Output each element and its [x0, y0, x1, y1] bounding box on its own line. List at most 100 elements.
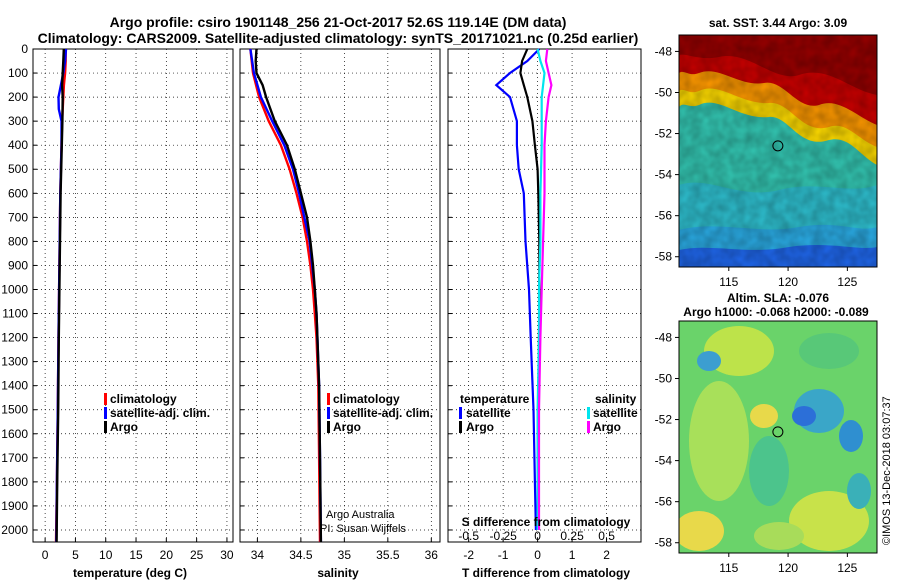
depth-tick-label: 700: [8, 210, 28, 224]
temperature-x-ticks: 0 5 10 15 20 25 30: [33, 48, 234, 562]
x-tick-label: 20: [160, 548, 174, 562]
map-y-tick-label: -56: [655, 209, 673, 223]
map-y-tick-label: -58: [655, 250, 673, 264]
legend-label: Argo: [466, 420, 494, 434]
legend-label: satellite: [593, 406, 638, 420]
depth-tick-label: 200: [8, 90, 28, 104]
x-tick-label: 34: [251, 548, 265, 562]
map-y-tick-label: -56: [655, 495, 673, 509]
depth-tick-label: 1300: [1, 355, 28, 369]
difference-panel: -2 -1 0 1 2 -0.5 -0.25 0 0.25 0.5 T difference f…: [447, 48, 642, 580]
depth-tick-label: 1600: [1, 427, 28, 441]
sla-map-subtitle: Argo h1000: -0.068 h2000: -0.089: [683, 305, 869, 319]
x-tick-label: -1: [498, 548, 509, 562]
difference-series-temperature-satellite: [494, 48, 541, 531]
depth-tick-label: 100: [8, 66, 28, 80]
legend-swatch: [327, 407, 330, 419]
x-tick-label: 35: [338, 548, 352, 562]
secondary-tick-label: 0: [534, 529, 541, 543]
sla-argo-marker: [772, 426, 784, 438]
map-y-tick-label: -50: [655, 85, 673, 99]
credit-line2: PI: Susan Wijffels: [320, 523, 406, 535]
legend-salinity-title: salinity: [595, 392, 637, 406]
difference-series: [494, 48, 553, 531]
temperature-grid: [33, 48, 233, 542]
sst-argo-marker: [772, 140, 784, 152]
sst-map-ticks: 115 120 125 -48 -50 -52 -54 -56 -58: [655, 44, 858, 289]
secondary-tick-label: -0.5: [458, 529, 479, 543]
map-y-tick-label: -48: [655, 44, 673, 58]
x-tick-label: 15: [129, 548, 143, 562]
depth-tick-label: 1900: [1, 499, 28, 513]
legend-swatch: [327, 393, 330, 405]
salinity-xlabel: salinity: [317, 566, 359, 580]
depth-tick-label: 1400: [1, 379, 28, 393]
legend-swatch: [459, 407, 462, 419]
x-tick-label: 30: [220, 548, 234, 562]
salinity-x-ticks: 34 34.5 35 35.5 36: [240, 48, 439, 562]
map-x-tick-label: 120: [778, 561, 798, 575]
legend-swatch: [459, 421, 462, 433]
map-y-tick-label: -58: [655, 536, 673, 550]
x-tick-label: 1: [569, 548, 576, 562]
legend-label: Argo: [593, 420, 621, 434]
x-tick-label: 0: [42, 548, 49, 562]
title-line2: Climatology: CARS2009. Satellite-adjuste…: [38, 30, 639, 46]
depth-tick-label: 1100: [2, 307, 28, 321]
salinity-series: [249, 48, 323, 543]
depth-tick-label: 1800: [1, 475, 28, 489]
x-tick-label: 25: [190, 548, 204, 562]
depth-axis-labels: 0 100 200 300 400 500 600 700 800 900 1000 1100 1200…: [1, 42, 28, 537]
temperature-panel: 0 5 10 15 20 25 30 temperature (deg C): [32, 48, 234, 580]
x-tick-label: 5: [72, 548, 79, 562]
legend-label: satellite: [466, 406, 511, 420]
x-tick-label: 36: [425, 548, 439, 562]
difference-grid: [448, 48, 641, 542]
legend-swatch: [327, 421, 330, 433]
difference-legend: temperature salinity satelliteArgosatell…: [459, 392, 638, 434]
depth-tick-label: 400: [8, 138, 28, 152]
map-x-tick-label: 115: [719, 561, 738, 575]
depth-tick-label: 900: [8, 258, 28, 272]
depth-tick-label: 1500: [1, 403, 28, 417]
map-y-tick-label: -54: [655, 168, 673, 182]
temperature-series: [54, 48, 68, 543]
depth-tick-label: 800: [8, 234, 28, 248]
depth-tick-label: 600: [8, 186, 28, 200]
depth-tick-label: 500: [8, 162, 28, 176]
legend-label: climatology: [110, 392, 177, 406]
salinity-series-argo: [254, 48, 323, 543]
difference-series-salinity-satellite: [536, 48, 546, 530]
depth-tick-label: 1700: [1, 451, 28, 465]
credit-line1: Argo Australia: [326, 509, 395, 521]
depth-tick-label: 300: [8, 114, 28, 128]
legend-label: Argo: [110, 420, 138, 434]
imos-watermark: ©IMOS 13-Dec-2018 03:07:37: [881, 396, 893, 545]
sst-map-frame: [678, 34, 878, 268]
secondary-tick-label: 0.5: [598, 529, 615, 543]
legend-temperature-title: temperature: [460, 392, 530, 406]
title-line1: Argo profile: csiro 1901148_256 21-Oct-2…: [110, 14, 567, 30]
depth-tick-label: 1200: [1, 331, 28, 345]
x-tick-label: 2: [603, 548, 610, 562]
legend-swatch: [104, 421, 107, 433]
legend-swatch: [587, 421, 590, 433]
depth-tick-label: 2000: [1, 523, 28, 537]
difference-series-salinity-argo: [537, 48, 553, 530]
map-y-tick-label: -54: [655, 454, 673, 468]
difference-xlabel: T difference from climatology: [462, 566, 630, 580]
sla-map-frame: [678, 320, 878, 554]
temperature-xlabel: temperature (deg C): [73, 566, 187, 580]
sst-map-title: sat. SST: 3.44 Argo: 3.09: [709, 16, 848, 30]
x-tick-label: 34.5: [289, 548, 313, 562]
map-x-tick-label: 120: [778, 275, 798, 289]
sla-field: [679, 321, 877, 553]
salinity-series-climatology: [249, 48, 322, 543]
legend-label: satellite-adj. clim.: [110, 406, 210, 420]
temperature-series-argo: [55, 48, 65, 543]
sla-map-title: Altim. SLA: -0.076: [727, 291, 829, 305]
salinity-panel: 34 34.5 35 35.5 36 salinity Argo Australia P…: [239, 48, 441, 580]
